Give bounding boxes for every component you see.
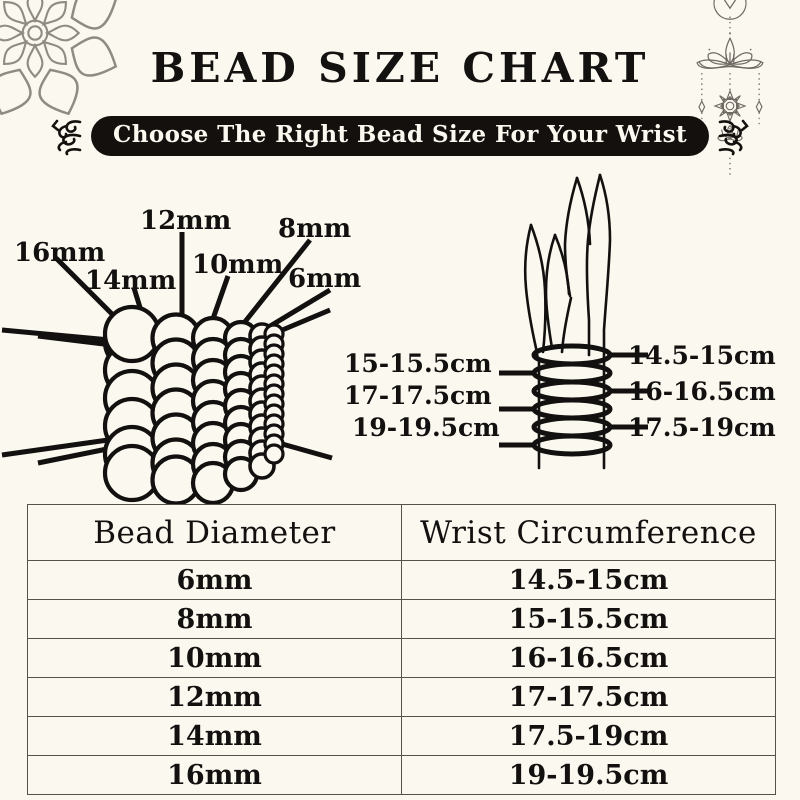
wrist-bracelets [531, 343, 613, 457]
subtitle-banner-row: Choose The Right Bead Size For Your Wris… [0, 113, 800, 159]
table-row: 14mm 17.5-19cm [27, 716, 776, 756]
cell-bead-diameter: 14mm [27, 716, 402, 756]
table-row: 12mm 17-17.5cm [27, 677, 776, 717]
bracelet-band-lines [1, 307, 333, 466]
wrist-label-14.5-15cm: 14.5-15cm [628, 341, 776, 370]
cell-bead-diameter: 6mm [27, 560, 402, 600]
cell-wrist-circumference: 17-17.5cm [401, 677, 776, 717]
bead-label-12mm: 12mm [140, 206, 232, 236]
bead-label-10mm: 10mm [192, 250, 284, 280]
crescent-moon-icon [713, 0, 747, 20]
subtitle-banner: Choose The Right Bead Size For Your Wris… [91, 116, 709, 156]
bead-label-8mm: 8mm [278, 214, 352, 244]
cell-wrist-circumference: 17.5-19cm [401, 716, 776, 756]
table-row: 6mm 14.5-15cm [27, 560, 776, 600]
cell-bead-diameter: 8mm [27, 599, 402, 639]
table-header-wrist-circumference: Wrist Circumference [401, 504, 776, 561]
hand-illustration [523, 173, 612, 470]
wrist-label-17.5-19cm: 17.5-19cm [628, 413, 776, 442]
bead-strands [102, 304, 285, 506]
page-title: BEAD SIZE CHART [150, 44, 650, 92]
cell-wrist-circumference: 15-15.5cm [401, 599, 776, 639]
bead-label-14mm: 14mm [85, 266, 177, 296]
swirl-flourish-icon [718, 119, 749, 156]
wrist-label-19-19.5cm: 19-19.5cm [352, 413, 500, 442]
table-header-row: Bead Diameter Wrist Circumference [27, 504, 776, 561]
cell-wrist-circumference: 19-19.5cm [401, 755, 776, 795]
wrist-label-16-16.5cm: 16-16.5cm [628, 377, 776, 406]
wrist-label-15-15.5cm: 15-15.5cm [344, 349, 492, 378]
cell-bead-diameter: 16mm [27, 755, 402, 795]
cell-wrist-circumference: 14.5-15cm [401, 560, 776, 600]
swirl-flourish-icon [51, 119, 82, 156]
wrist-label-17-17.5cm: 17-17.5cm [344, 381, 492, 410]
cell-bead-diameter: 12mm [27, 677, 402, 717]
bead-label-6mm: 6mm [288, 264, 362, 294]
table-header-bead-diameter: Bead Diameter [27, 504, 402, 561]
table-row: 10mm 16-16.5cm [27, 638, 776, 678]
bead-label-16mm: 16mm [14, 238, 106, 268]
bead-size-table: Bead Diameter Wrist Circumference 6mm 14… [27, 504, 776, 795]
cell-wrist-circumference: 16-16.5cm [401, 638, 776, 678]
table-row: 16mm 19-19.5cm [27, 755, 776, 795]
wrist-leader-lines [499, 352, 648, 448]
cell-bead-diameter: 10mm [27, 638, 402, 678]
table-row: 8mm 15-15.5cm [27, 599, 776, 639]
